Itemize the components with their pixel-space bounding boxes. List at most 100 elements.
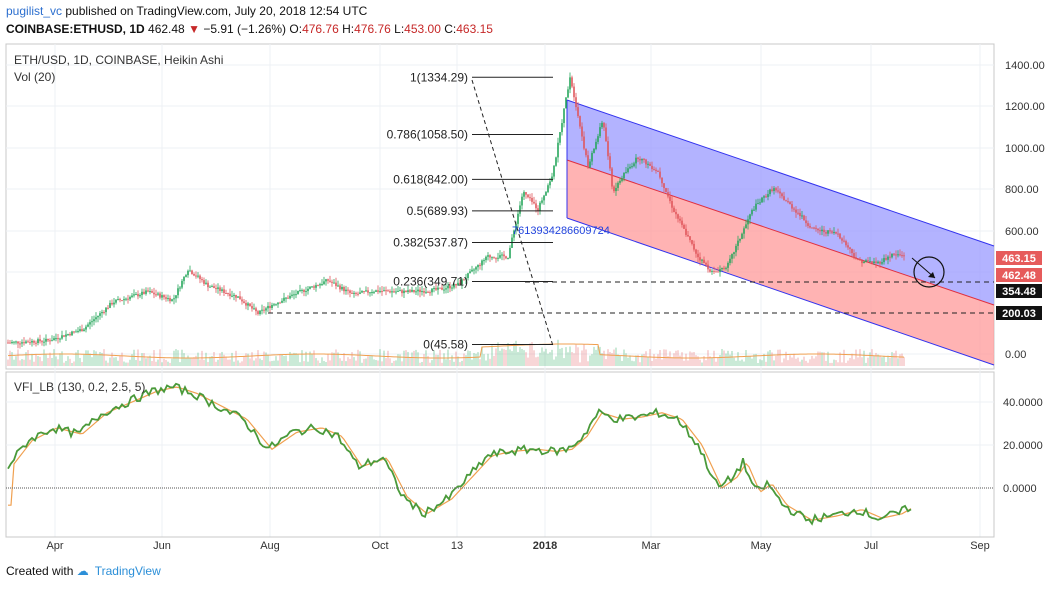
high-label: H: [342,22,355,36]
candle-body [609,156,611,169]
volume-bar [895,350,897,366]
volume-bar [63,362,65,366]
candle-body [389,291,391,293]
candle-body [403,290,405,294]
candle-body [111,302,113,305]
volume-bar [781,362,783,366]
volume-bar [801,359,803,366]
volume-bar [381,361,383,366]
volume-bar [223,354,225,366]
candle-body [495,258,497,260]
volume-bar [237,360,239,366]
volume-bar [763,353,765,366]
candle-body [671,201,673,208]
candle-body [727,262,729,268]
last-price: 462.48 [148,22,185,36]
candle-body [567,89,569,98]
price-tag-box [996,251,1042,265]
candle-body [451,287,453,289]
candle-body [449,285,451,289]
candle-body [107,307,109,309]
candle-body [531,197,533,202]
volume-bar [589,355,591,366]
volume-bar [661,359,663,366]
volume-bar [715,361,717,366]
volume-bar [873,355,875,366]
volume-bar [719,354,721,366]
volume-bar [393,360,395,366]
candle-body [839,233,841,239]
channel-bottom-line[interactable] [566,217,995,366]
candle-body [367,290,369,293]
volume-bar [259,358,261,366]
volume-bar [69,358,71,366]
candle-body [163,295,165,298]
candle-body [647,163,649,165]
volume-bar [89,353,91,366]
volume-bar [549,352,551,366]
volume-bar [761,360,763,366]
candle-body [865,260,867,262]
volume-bar [327,354,329,366]
candle-body [423,290,425,293]
volume-bar [545,348,547,366]
candle-body [759,202,761,204]
target-circle[interactable] [913,256,945,288]
volume-bar [97,355,99,366]
channel-mid-line[interactable] [566,159,995,306]
candle-body [491,257,493,259]
candle-body [377,290,379,292]
candle-body [429,292,431,294]
fib-trend-line[interactable] [471,79,554,347]
tradingview-link[interactable]: TradingView [94,564,161,578]
volume-bar [821,352,823,366]
volume-bar [879,355,881,366]
volume-bar [837,362,839,366]
volume-bar [529,343,531,366]
volume-bar [281,354,283,366]
volume-bar [311,354,313,366]
candle-body [405,290,407,293]
volume-bar [755,353,757,366]
price-pane[interactable] [5,43,995,370]
candle-body [689,236,691,241]
candle-body [641,158,643,161]
candle-body [355,292,357,294]
candle-body [337,285,339,287]
candle-body [161,295,163,298]
candle-body [417,289,419,292]
candle-body [45,338,47,342]
candle-body [21,342,23,344]
volume-bar [791,357,793,366]
fib-level-label: 0.236(349.71) [393,274,468,288]
candle-body [565,97,567,109]
candle-body [753,209,755,211]
candle-body [381,291,383,293]
volume-bar [655,358,657,366]
price-tag-label: 463.15 [1002,253,1036,265]
author-link[interactable]: pugilist_vc [6,4,63,18]
candle-body [121,300,123,302]
volume-bar [509,349,511,366]
candle-body [597,136,599,142]
volume-bar [255,358,257,366]
price-tick-label: 1400.00 [1005,60,1045,72]
channel-top-line[interactable] [566,99,995,247]
volume-bar [429,362,431,366]
candle-body [623,172,625,179]
volume-bar [139,360,141,366]
candle-body [29,342,31,344]
candle-body [719,269,721,273]
vfi-tick-label: 0.0000 [1003,483,1037,495]
time-tick-label: May [751,540,772,552]
volume-bar [513,343,515,366]
candle-body [197,275,199,277]
volume-bar [507,342,509,366]
volume-bar [501,348,503,366]
volume-bar [213,351,215,366]
volume-bar [785,351,787,366]
annotation-label: 7613934286609724 [512,225,610,237]
volume-bar [427,355,429,366]
time-axis: Apr Jun Aug Oct 13 2018 Mar May Jul Sep [46,540,989,552]
